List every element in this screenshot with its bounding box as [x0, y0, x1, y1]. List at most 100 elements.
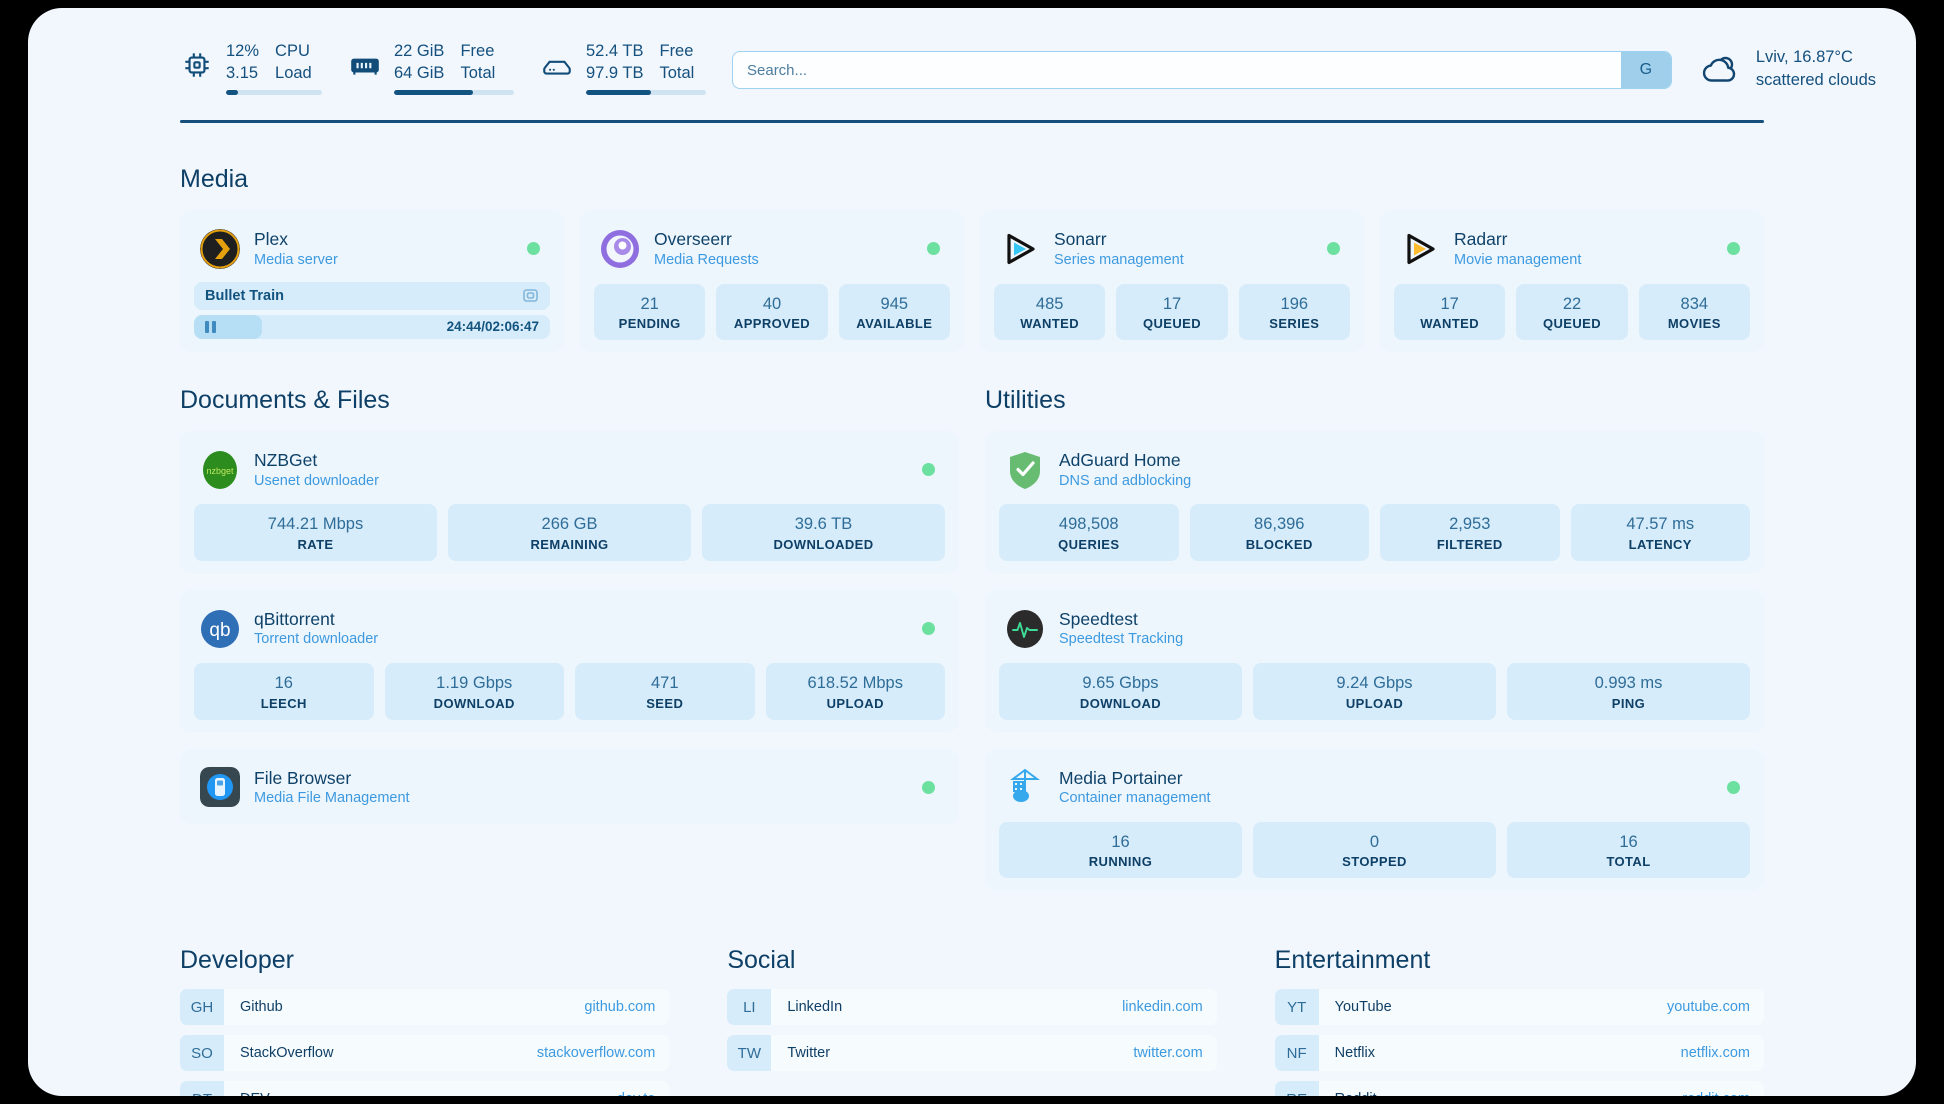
tile-label: APPROVED — [733, 315, 811, 331]
service-subtitle: Series management — [1054, 251, 1184, 268]
dashboard-page: 12% 3.15 CPU Load — [28, 8, 1916, 1096]
status-indicator-online — [922, 463, 935, 477]
memory-icon — [348, 48, 382, 82]
service-card-plex[interactable]: Plex Media server Bullet Train — [180, 210, 564, 352]
tile-label: FILTERED — [1436, 536, 1503, 552]
stat-tiles: 17 WANTED 22 QUEUED 834 MOVIES — [1394, 283, 1750, 340]
service-card-adguard-home[interactable]: AdGuard Home DNS and adblocking 498,508 … — [985, 430, 1764, 573]
stat-tile: 16 LEECH — [194, 663, 374, 720]
stat-tile: 485 WANTED — [994, 283, 1106, 340]
service-name: AdGuard Home — [1059, 449, 1181, 470]
bookmark-abbr: SO — [180, 1035, 224, 1072]
service-header: Overseerr Media Requests — [594, 222, 950, 274]
stat-memory: 22 GiB 64 GiB Free Total — [348, 41, 514, 96]
tile-label: AVAILABLE — [856, 315, 933, 331]
service-card-media-portainer[interactable]: Media Portainer Container management 16 … — [985, 748, 1764, 891]
status-indicator-online — [1727, 242, 1740, 256]
tile-value: 196 — [1280, 294, 1309, 313]
service-subtitle: Speedtest Tracking — [1059, 631, 1184, 648]
tile-label: WANTED — [1020, 315, 1080, 331]
weather-condition: scattered clouds — [1755, 71, 1876, 89]
stat-tiles: 21 PENDING 40 APPROVED 945 AVAILABLE — [594, 283, 950, 340]
now-playing-bar[interactable]: Bullet Train — [194, 281, 550, 310]
tile-value: 485 — [1035, 294, 1064, 313]
tile-label: DOWNLOADED — [773, 536, 874, 552]
service-subtitle: Media server — [254, 251, 338, 268]
tile-value: 21 — [640, 294, 659, 313]
service-header: nzbget NZBGet Usenet downloader — [194, 443, 945, 495]
bookmark-abbr: LI — [727, 989, 772, 1026]
adguard-logo-icon — [1005, 450, 1045, 490]
tile-label: RUNNING — [1088, 854, 1153, 870]
stat-tile: 9.65 Gbps DOWNLOAD — [999, 663, 1242, 720]
header: 12% 3.15 CPU Load — [28, 8, 1916, 104]
service-card-overseerr[interactable]: Overseerr Media Requests 21 PENDING 40 A… — [580, 210, 964, 352]
service-card-sonarr[interactable]: Sonarr Series management 485 WANTED 17 Q… — [980, 210, 1364, 352]
tile-label: TOTAL — [1606, 854, 1651, 870]
service-card-file-browser[interactable]: File Browser Media File Management — [180, 748, 959, 825]
tile-value: 744.21 Mbps — [267, 515, 364, 534]
service-card-speedtest[interactable]: Speedtest Speedtest Tracking 9.65 Gbps D… — [985, 589, 1764, 732]
bookmark-abbr: DT — [180, 1081, 224, 1096]
bookmark-item-dev[interactable]: DT DEV dev.to — [180, 1081, 670, 1096]
filebrowser-logo-icon — [200, 767, 240, 808]
stat-tile: 744.21 Mbps RATE — [194, 504, 437, 561]
stat-tile: 47.57 ms LATENCY — [1570, 504, 1750, 561]
service-name: Speedtest — [1059, 608, 1138, 629]
bookmark-item-reddit[interactable]: RE Reddit reddit.com — [1274, 1081, 1764, 1096]
service-card-qbittorrent[interactable]: qb qBittorrent Torrent downloader 16 — [180, 589, 959, 732]
bookmark-abbr: GH — [180, 989, 224, 1026]
qbittorrent-logo-icon: qb — [200, 609, 240, 649]
stat-tile: 22 QUEUED — [1516, 283, 1628, 340]
service-card-nzbget[interactable]: nzbget NZBGet Usenet downloader 744.21 M… — [180, 430, 959, 573]
stat-tile: 0.993 ms PING — [1507, 663, 1750, 720]
tile-value: 47.57 ms — [1626, 515, 1695, 534]
tile-label: PENDING — [618, 315, 681, 331]
playback-elapsed: 24:44 — [446, 319, 482, 335]
bookmark-list: YT YouTube youtube.com NF Netflix netfli… — [1274, 989, 1764, 1096]
tile-value: 16 — [1619, 833, 1638, 852]
bookmark-item-linkedin[interactable]: LI LinkedIn linkedin.com — [727, 989, 1217, 1026]
header-divider — [180, 120, 1764, 123]
search-submit-button[interactable]: G — [1620, 52, 1671, 88]
bookmark-url: github.com — [584, 999, 656, 1016]
tile-value: 498,508 — [1058, 515, 1119, 534]
service-subtitle: Media File Management — [254, 790, 410, 807]
cast-icon[interactable] — [522, 287, 539, 304]
bookmark-group-title: Entertainment — [1274, 946, 1431, 975]
bookmark-url: youtube.com — [1666, 999, 1750, 1016]
service-card-radarr[interactable]: Radarr Movie management 17 WANTED 22 QUE… — [1380, 210, 1764, 352]
bookmark-url: dev.to — [617, 1091, 669, 1096]
playback-progress-bar[interactable]: 24:44/02:06:47 — [194, 314, 550, 339]
bookmark-item-github[interactable]: GH Github github.com — [180, 989, 670, 1026]
bookmark-abbr: NF — [1274, 1035, 1319, 1072]
pause-icon[interactable] — [205, 320, 216, 333]
stat-tile: 1.19 Gbps DOWNLOAD — [384, 663, 564, 720]
search-input[interactable] — [733, 52, 1621, 88]
tile-value: 618.52 Mbps — [807, 674, 903, 693]
status-indicator-online — [922, 780, 935, 794]
stat-tiles: 744.21 Mbps RATE 266 GB REMAINING 39.6 T… — [194, 504, 945, 561]
cpu-usage-value: 12% — [226, 41, 260, 60]
tile-label: STOPPED — [1342, 854, 1407, 870]
status-indicator-online — [527, 242, 540, 256]
bookmark-name: DEV — [224, 1091, 270, 1096]
overseerr-logo-icon — [600, 229, 640, 269]
bookmark-item-twitter[interactable]: TW Twitter twitter.com — [727, 1035, 1217, 1072]
bookmark-item-netflix[interactable]: NF Netflix netflix.com — [1274, 1035, 1764, 1072]
svg-text:nzbget: nzbget — [206, 466, 234, 476]
search-bar[interactable]: G — [732, 51, 1672, 89]
tile-label: RATE — [297, 536, 334, 552]
bookmark-name: Netflix — [1334, 1045, 1375, 1062]
sonarr-logo-icon — [1000, 229, 1040, 269]
tile-value: 945 — [880, 294, 909, 313]
tile-label: LEECH — [260, 695, 307, 711]
bookmark-item-stackoverflow[interactable]: SO StackOverflow stackoverflow.com — [180, 1035, 670, 1072]
disk-label-1: Free — [659, 41, 694, 60]
bookmarks-area: Developer GH Github github.com SO StackO… — [28, 890, 1916, 1096]
nzbget-logo-icon: nzbget — [200, 450, 240, 490]
tile-value: 17 — [1440, 294, 1459, 313]
bookmark-item-youtube[interactable]: YT YouTube youtube.com — [1274, 989, 1764, 1026]
stat-tile: 21 PENDING — [594, 283, 706, 340]
system-stats: 12% 3.15 CPU Load — [180, 41, 706, 96]
